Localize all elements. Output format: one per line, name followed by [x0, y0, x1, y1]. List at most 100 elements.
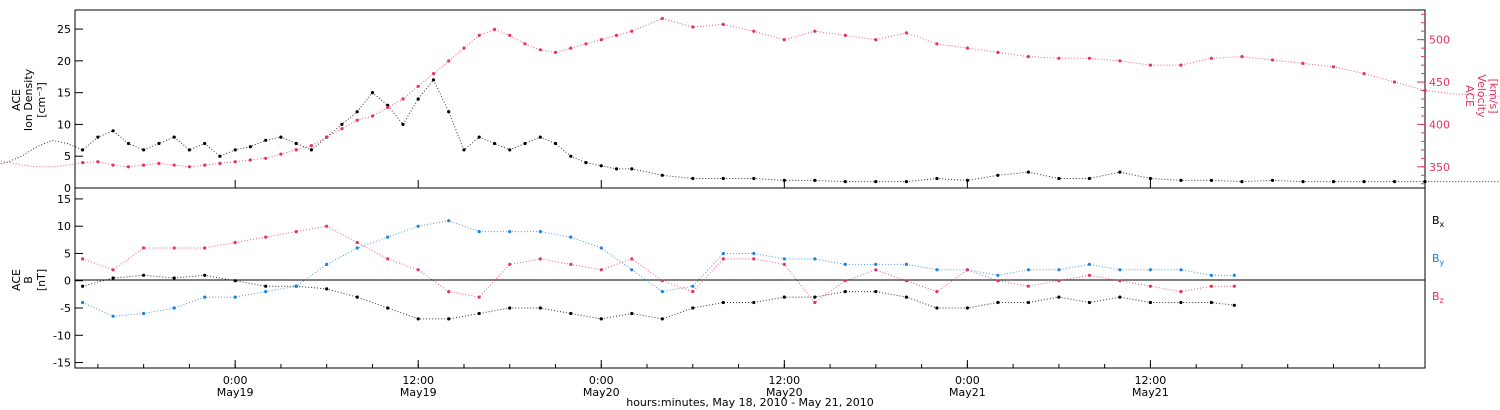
x-tick-date: May20: [583, 386, 620, 399]
x-tick-date: May19: [217, 386, 254, 399]
density-axis-title-2: Ion Density: [22, 68, 35, 131]
point-bz: [172, 246, 176, 250]
legend-by: By: [1432, 252, 1445, 267]
point-bx: [752, 300, 756, 305]
point-by: [874, 262, 878, 266]
point-by: [1179, 268, 1183, 272]
x-tick-time: 12:00: [768, 374, 800, 387]
point-bz: [416, 268, 420, 272]
point-ion-density: [1057, 176, 1061, 181]
point-ion-density: [1240, 180, 1244, 184]
point-velocity: [187, 165, 191, 169]
point-ion-density: [340, 122, 344, 126]
point-velocity: [1240, 55, 1244, 59]
point-bx: [1209, 300, 1213, 305]
point-velocity: [233, 160, 237, 164]
bottom-panel-frame: [74, 187, 1426, 369]
point-by: [142, 311, 146, 316]
point-bx: [721, 300, 725, 305]
point-velocity: [203, 163, 207, 167]
velocity-tick-label: 450: [1429, 76, 1450, 89]
velocity-tick-label: 350: [1429, 161, 1450, 174]
point-ion-density: [1087, 176, 1091, 181]
point-bz: [1026, 284, 1030, 288]
point-velocity: [294, 148, 298, 152]
point-velocity: [1026, 55, 1030, 59]
point-velocity: [553, 50, 558, 55]
point-bz: [538, 257, 542, 261]
x-tick-time: 0:00: [955, 374, 980, 387]
x-tick-time: 0:00: [589, 374, 614, 387]
point-ion-density: [1209, 178, 1213, 182]
point-ion-density: [1331, 180, 1336, 184]
point-bz: [203, 246, 207, 250]
point-bx: [569, 311, 573, 316]
point-velocity: [248, 158, 252, 162]
point-bx: [874, 290, 878, 294]
point-by: [752, 251, 756, 256]
density-tick-label: 0: [64, 182, 71, 195]
point-by: [416, 224, 420, 228]
b-tick-label: 10: [57, 220, 71, 233]
density-tick-label: 20: [57, 55, 71, 68]
line-by: [82, 220, 1235, 317]
axes-ticks: 0 5 10 15 20 25 350 400 450 500 -15 -10 -5 0 5 10 15 0:00…: [53, 13, 1450, 399]
b-axis-title-1: ACE: [10, 269, 23, 291]
point-ion-density: [691, 176, 695, 181]
line-velocity: [0, 17, 1500, 168]
point-bz: [813, 300, 817, 305]
point-velocity: [1179, 63, 1183, 67]
point-by: [691, 284, 695, 288]
point-bx: [233, 279, 237, 283]
density-tick-label: 5: [64, 150, 71, 163]
point-velocity: [1362, 72, 1366, 76]
x-tick-date: May21: [1132, 386, 1169, 399]
point-bz: [233, 240, 237, 245]
point-velocity: [386, 105, 390, 110]
b-tick-label: 5: [64, 247, 71, 260]
point-by: [1232, 273, 1236, 277]
point-velocity: [218, 161, 222, 165]
legend-bz: Bz: [1432, 290, 1444, 305]
point-by: [1209, 273, 1213, 277]
point-bx: [172, 276, 176, 280]
point-velocity: [569, 46, 573, 50]
x-tick-date: May19: [400, 386, 437, 399]
legend-bx: Bx: [1432, 214, 1445, 229]
velocity-axis-title-1: ACE: [1463, 85, 1476, 107]
point-bx: [996, 300, 1000, 305]
x-tick-time: 0:00: [223, 374, 248, 387]
b-axis-title-3: [nT]: [35, 269, 48, 291]
bottom-panel-data: [81, 219, 1236, 321]
point-bz: [752, 257, 756, 261]
point-velocity: [614, 33, 619, 38]
point-bx: [477, 311, 481, 316]
point-ion-density: [813, 178, 817, 182]
point-ion-density: [1362, 180, 1366, 184]
point-ion-density: [874, 180, 878, 184]
velocity-tick-label: 400: [1429, 118, 1450, 131]
point-ion-density: [264, 138, 268, 142]
point-velocity: [81, 161, 85, 165]
point-by: [538, 230, 542, 234]
b-tick-label: -10: [53, 329, 71, 342]
point-velocity: [370, 114, 375, 118]
point-bx: [1118, 295, 1122, 299]
x-tick-date: May21: [949, 386, 986, 399]
point-bz: [325, 224, 329, 228]
point-velocity: [1270, 58, 1275, 62]
b-tick-label: 0: [64, 275, 71, 288]
point-ion-density: [1118, 170, 1122, 174]
point-by: [721, 251, 725, 256]
point-velocity: [431, 72, 436, 76]
point-velocity: [340, 127, 344, 131]
point-velocity: [782, 38, 786, 42]
point-by: [1087, 262, 1091, 266]
point-velocity: [126, 165, 130, 169]
point-velocity: [1301, 61, 1305, 65]
point-by: [1057, 268, 1061, 272]
point-by: [813, 257, 817, 261]
line-bz: [82, 225, 1235, 304]
velocity-axis-title-3: [km/s]: [1487, 78, 1500, 113]
top-panel-frame: [74, 9, 1426, 189]
